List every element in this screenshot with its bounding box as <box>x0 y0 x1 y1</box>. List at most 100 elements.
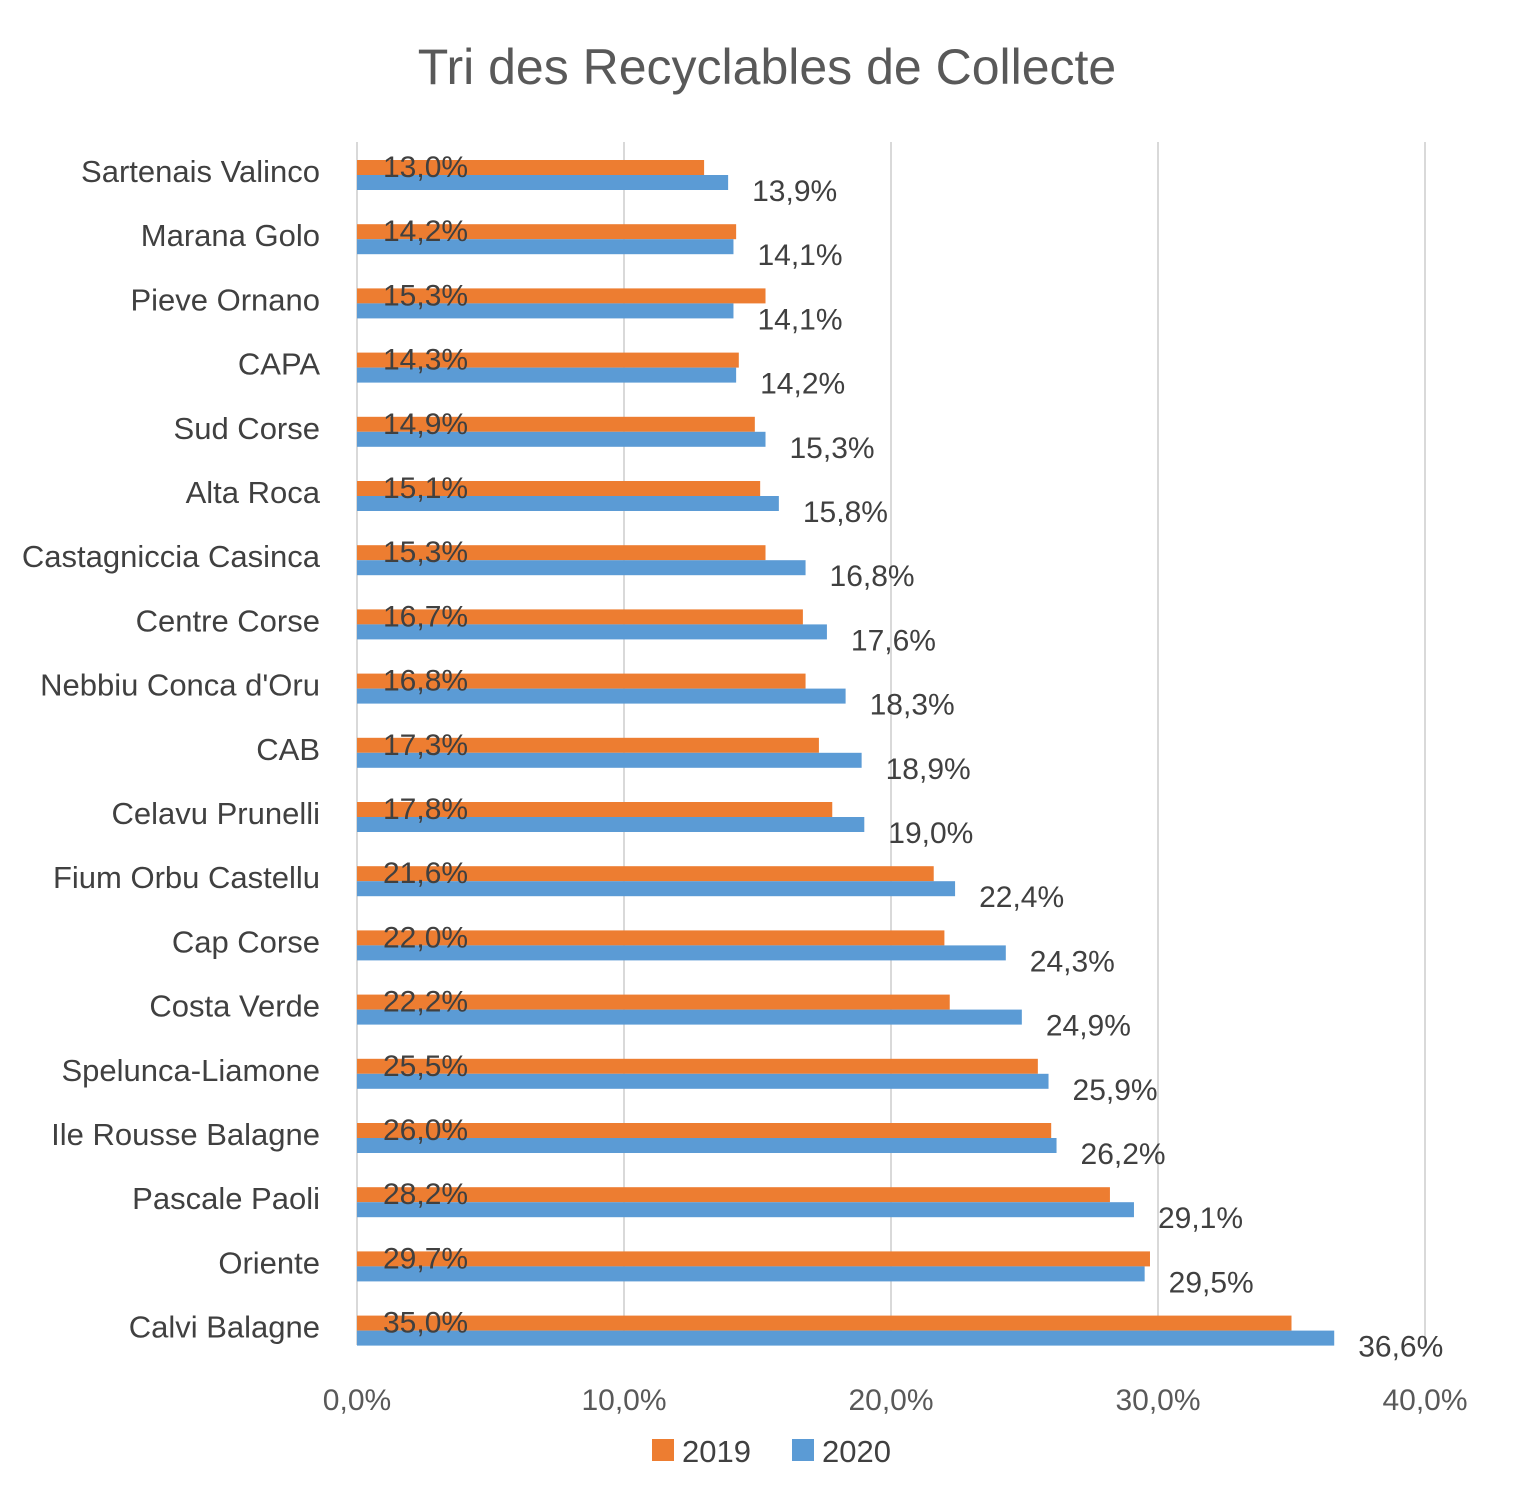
bar-2020 <box>357 688 846 704</box>
category-labels: Sartenais Valinco Marana Golo Pieve Ornano… <box>22 154 321 1345</box>
data-label-2019: 14,9% <box>383 408 468 441</box>
category-label: Calvi Balagne <box>129 1310 320 1345</box>
data-label-2020: 16,8% <box>830 560 915 593</box>
bar-2019 <box>357 930 945 946</box>
data-label-2020: 26,2% <box>1081 1138 1166 1171</box>
data-label-2020: 36,6% <box>1358 1331 1443 1364</box>
data-label-2020: 13,9% <box>752 175 837 208</box>
bar-2020 <box>357 881 956 897</box>
legend: 2019 2020 <box>652 1434 891 1469</box>
data-label-2019: 15,3% <box>383 279 468 312</box>
category-label: Marana Golo <box>141 218 320 253</box>
data-label-2020: 24,3% <box>1030 945 1115 978</box>
data-label-2019: 21,6% <box>383 857 468 890</box>
bar-2020 <box>357 496 779 511</box>
x-tick-label: 0,0% <box>323 1384 391 1417</box>
data-label-2020: 25,9% <box>1073 1074 1158 1107</box>
legend-label-2019: 2019 <box>682 1434 751 1469</box>
category-label: Spelunca-Liamone <box>61 1053 320 1088</box>
bar-2020 <box>357 1202 1134 1218</box>
category-label: Pieve Ornano <box>130 282 320 317</box>
bar-2020 <box>357 1266 1145 1282</box>
bar-2020 <box>357 1330 1335 1346</box>
legend-swatch-2019 <box>652 1439 674 1461</box>
data-label-2020: 22,4% <box>979 881 1064 914</box>
bar-2019 <box>357 1123 1052 1138</box>
data-label-2019: 14,2% <box>383 215 468 248</box>
bar-2019 <box>357 866 934 882</box>
category-label: Nebbiu Conca d'Oru <box>40 668 320 703</box>
category-label: CAPA <box>238 347 320 382</box>
bar-2019 <box>357 609 803 625</box>
data-label-2020: 17,6% <box>851 624 936 657</box>
bar-2020 <box>357 1009 1022 1025</box>
category-label: Celavu Prunelli <box>112 796 321 831</box>
x-tick-label: 20,0% <box>848 1384 933 1417</box>
bar-2019 <box>357 994 950 1010</box>
data-label-2020: 29,5% <box>1169 1266 1254 1299</box>
legend-swatch-2020 <box>792 1439 814 1461</box>
bar-2019 <box>357 1251 1150 1267</box>
data-label-2019: 16,8% <box>383 665 468 698</box>
category-label: Castagniccia Casinca <box>22 539 321 574</box>
x-axis-ticks: 0,0% 10,0% 20,0% 30,0% 40,0% <box>323 1384 1468 1417</box>
category-label: Alta Roca <box>186 475 321 510</box>
data-label-2020: 18,9% <box>886 753 971 786</box>
data-label-2020: 15,3% <box>790 432 875 465</box>
category-label: Sud Corse <box>174 411 320 446</box>
data-label-2019: 28,2% <box>383 1178 468 1211</box>
bar-2020 <box>357 239 734 255</box>
bar-2019 <box>357 1187 1110 1203</box>
x-tick-label: 40,0% <box>1382 1384 1467 1417</box>
category-label: Oriente <box>218 1245 320 1280</box>
legend-label-2020: 2020 <box>822 1434 891 1469</box>
data-label-2019: 35,0% <box>383 1307 468 1340</box>
bar-2019 <box>357 160 705 175</box>
data-label-2020: 18,3% <box>870 689 955 722</box>
bar-2020 <box>357 431 766 447</box>
data-label-2019: 16,7% <box>383 600 468 633</box>
data-label-2019: 29,7% <box>383 1242 468 1275</box>
bar-2020 <box>357 1138 1057 1153</box>
data-label-2019: 14,3% <box>383 344 468 377</box>
bar-2019 <box>357 673 806 689</box>
bar-2020 <box>357 752 862 768</box>
bar-2020 <box>357 624 827 640</box>
bar-2019 <box>357 481 761 496</box>
chart-title: Tri des Recyclables de Collecte <box>418 39 1116 95</box>
bar-2020 <box>357 367 737 383</box>
category-label: Pascale Paoli <box>132 1181 320 1216</box>
data-label-2020: 14,1% <box>757 239 842 272</box>
bar-2019 <box>357 288 766 304</box>
bar-2020 <box>357 945 1006 961</box>
data-labels: 13,0% 14,2% 15,3% 14,3% 14,9% 15,1% 15,3% 16,7%… <box>383 151 1443 1364</box>
data-label-2019: 17,8% <box>383 793 468 826</box>
data-label-2019: 13,0% <box>383 151 468 184</box>
data-label-2019: 25,5% <box>383 1050 468 1083</box>
bar-2019 <box>357 224 737 240</box>
bar-2019 <box>357 416 755 432</box>
bar-2020 <box>357 175 729 190</box>
bar-2019 <box>357 352 739 368</box>
bar-2019 <box>357 1058 1038 1074</box>
data-label-2020: 15,8% <box>803 496 888 529</box>
x-tick-label: 10,0% <box>581 1384 666 1417</box>
bar-2019 <box>357 1315 1292 1331</box>
bar-2019 <box>357 802 833 817</box>
bar-2019 <box>357 545 766 561</box>
bar-2020 <box>357 1073 1049 1089</box>
category-label: Costa Verde <box>149 989 320 1024</box>
data-label-2020: 14,2% <box>760 368 845 401</box>
category-label: Ile Rousse Balagne <box>51 1117 320 1152</box>
category-label: Sartenais Valinco <box>81 154 320 189</box>
category-label: Fium Orbu Castellu <box>53 860 320 895</box>
bar-2019 <box>357 737 819 753</box>
x-tick-label: 30,0% <box>1115 1384 1200 1417</box>
bars <box>357 160 1335 1346</box>
bar-2020 <box>357 817 865 832</box>
data-label-2020: 19,0% <box>888 817 973 850</box>
category-label: Cap Corse <box>172 924 320 959</box>
data-label-2019: 22,2% <box>383 986 468 1019</box>
data-label-2020: 29,1% <box>1158 1202 1243 1235</box>
